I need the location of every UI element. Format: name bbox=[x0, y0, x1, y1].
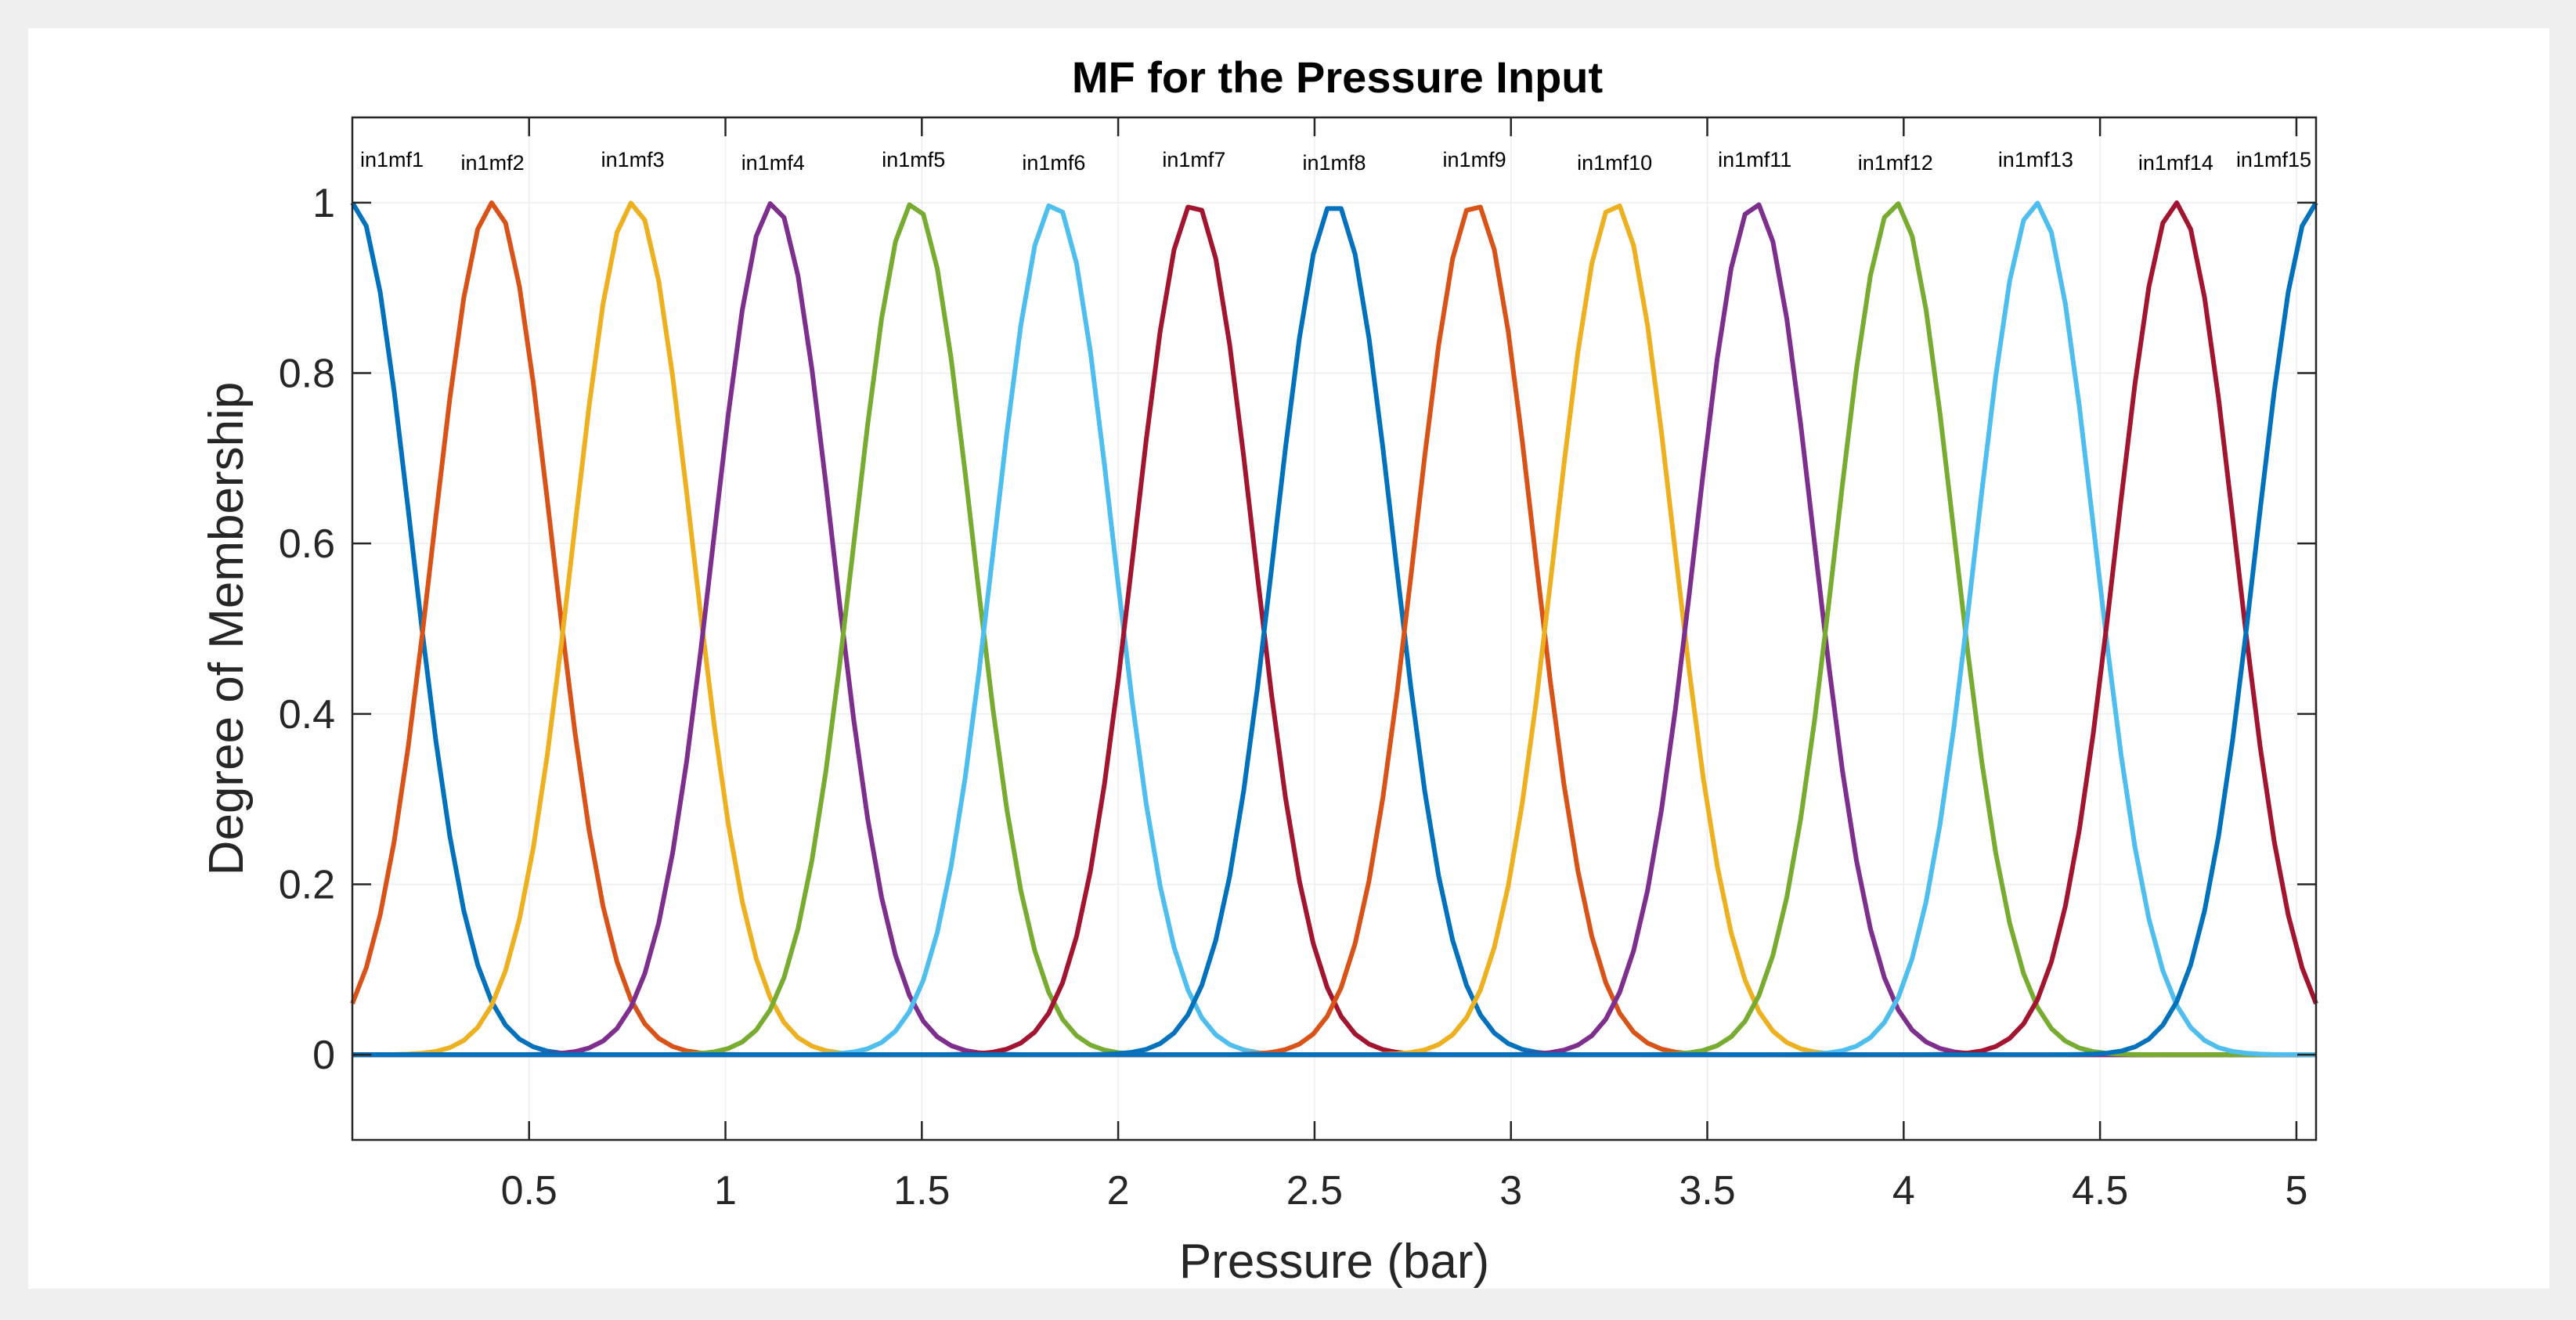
x-tick-label: 5 bbox=[2285, 1168, 2307, 1214]
mf-label-in1mf1: in1mf1 bbox=[360, 148, 424, 171]
ticks: 0.5 1 1.5 2 2.5 3 3.5 4 4.5 5 0 0.2 0.4 0.6 0.8 1 bbox=[279, 117, 2316, 1214]
chart-title: MF for the Pressure Input bbox=[1072, 52, 1603, 102]
mf-labels: in1mf1 in1mf2 in1mf3 in1mf4 in1mf5 in1mf6 in1m… bbox=[360, 148, 2311, 175]
series-group bbox=[350, 200, 2318, 1058]
y-tick-label: 0.4 bbox=[279, 692, 335, 738]
mf-label-in1mf14: in1mf14 bbox=[2138, 151, 2213, 175]
plot-area: in1mf1 in1mf2 in1mf3 in1mf4 in1mf5 in1mf6 in1m… bbox=[279, 116, 2318, 1214]
y-tick-label: 0 bbox=[312, 1033, 335, 1078]
mf-label-in1mf15: in1mf15 bbox=[2236, 148, 2311, 171]
y-tick-label: 0.8 bbox=[279, 352, 335, 397]
mf-label-in1mf11: in1mf11 bbox=[1718, 148, 1791, 171]
x-tick-label: 2 bbox=[1107, 1168, 1130, 1214]
x-tick-label: 4 bbox=[1892, 1168, 1915, 1214]
mf-label-in1mf13: in1mf13 bbox=[1998, 148, 2073, 171]
mf-label-in1mf2: in1mf2 bbox=[461, 151, 525, 175]
mf-label-in1mf7: in1mf7 bbox=[1162, 148, 1225, 171]
axes-box bbox=[351, 116, 2318, 1141]
mf-label-in1mf12: in1mf12 bbox=[1858, 151, 1933, 175]
mf-label-in1mf6: in1mf6 bbox=[1022, 151, 1085, 175]
x-tick-label: 2.5 bbox=[1286, 1168, 1343, 1214]
series-line-in1mf15 bbox=[352, 201, 2318, 1058]
x-tick-label: 4.5 bbox=[2072, 1168, 2128, 1214]
x-tick-label: 1.5 bbox=[893, 1168, 950, 1214]
mf-label-in1mf10: in1mf10 bbox=[1577, 151, 1652, 175]
y-tick-label: 1 bbox=[312, 181, 335, 226]
y-tick-label: 0.2 bbox=[279, 863, 335, 908]
mf-label-in1mf3: in1mf3 bbox=[601, 148, 665, 171]
x-tick-label: 1 bbox=[714, 1168, 737, 1214]
mf-label-in1mf4: in1mf4 bbox=[741, 151, 805, 175]
y-tick-label: 0.6 bbox=[279, 521, 335, 567]
x-tick-label: 3.5 bbox=[1679, 1168, 1735, 1214]
x-tick-label: 0.5 bbox=[501, 1168, 557, 1214]
mf-label-in1mf9: in1mf9 bbox=[1443, 148, 1506, 171]
axes-background bbox=[352, 117, 2316, 1140]
x-axis-label: Pressure (bar) bbox=[1179, 1235, 1489, 1289]
mf-label-in1mf5: in1mf5 bbox=[882, 148, 945, 171]
x-tick-label: 3 bbox=[1499, 1168, 1522, 1214]
mf-label-in1mf8: in1mf8 bbox=[1302, 151, 1366, 175]
y-axis-label: Degree of Membership bbox=[200, 382, 254, 876]
